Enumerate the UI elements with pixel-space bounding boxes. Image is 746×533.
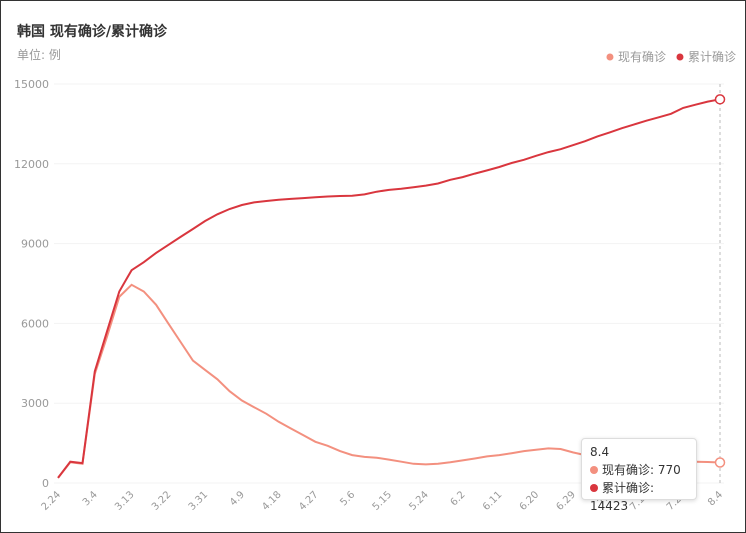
tooltip-series: 现有确诊 <box>602 463 651 477</box>
tooltip-row: 现有确诊: 770 <box>590 461 688 479</box>
series-line <box>57 98 721 479</box>
y-tick-label: 3000 <box>21 397 49 410</box>
x-tick-label: 5.15 <box>371 489 395 513</box>
legend-marker[interactable] <box>606 53 614 61</box>
legend-label[interactable]: 累计确诊 <box>688 50 736 64</box>
tooltip-value: 14423 <box>590 499 629 513</box>
y-tick-label: 12000 <box>14 158 49 171</box>
chart-title: 韩国 现有确诊/累计确诊 <box>17 23 168 40</box>
x-tick-label: 3.31 <box>187 489 211 513</box>
tooltip: 8.4 现有确诊: 770 累计确诊: 14423 <box>581 438 697 513</box>
x-tick-label: 5.6 <box>338 489 357 508</box>
tooltip-dot <box>590 484 598 492</box>
x-tick-label: 3.13 <box>113 489 137 513</box>
tooltip-title: 8.4 <box>590 445 610 459</box>
tooltip-value: 770 <box>657 463 681 477</box>
legend-label[interactable]: 现有确诊 <box>618 50 666 64</box>
x-tick-label: 2.24 <box>40 489 64 513</box>
x-tick-label: 6.2 <box>449 489 468 508</box>
y-tick-label: 15000 <box>14 78 49 91</box>
x-tick-label: 6.29 <box>554 489 578 513</box>
x-tick-label: 6.20 <box>518 489 542 513</box>
hover-point <box>714 457 726 468</box>
y-tick-label: 6000 <box>21 317 49 330</box>
x-tick-label: 8.4 <box>706 489 725 508</box>
chart-subtitle: 单位: 例 <box>17 47 61 62</box>
x-tick-label: 3.22 <box>150 489 174 513</box>
tooltip-row: 累计确诊: 14423 <box>590 481 655 513</box>
hover-point <box>714 94 726 105</box>
x-tick-label: 4.9 <box>228 489 247 508</box>
y-tick-label: 0 <box>42 477 49 490</box>
x-tick-label: 4.18 <box>260 489 284 513</box>
x-tick-label: 5.24 <box>407 489 431 513</box>
x-tick-label: 3.4 <box>81 489 100 508</box>
tooltip-dot <box>590 466 598 474</box>
legend-marker[interactable] <box>676 53 684 61</box>
y-tick-label: 9000 <box>21 238 49 251</box>
x-tick-label: 6.11 <box>481 489 505 513</box>
x-tick-label: 4.27 <box>297 489 321 513</box>
tooltip-series: 累计确诊 <box>602 481 651 495</box>
